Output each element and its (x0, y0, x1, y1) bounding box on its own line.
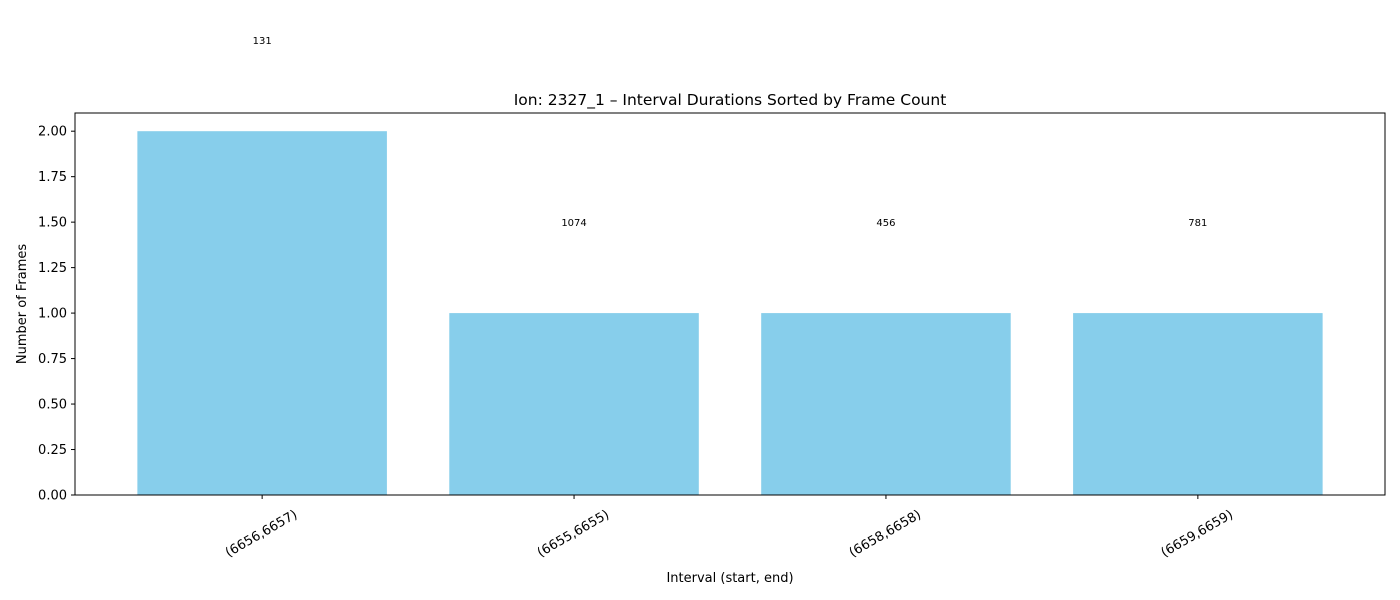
bar (449, 313, 699, 495)
bar-annotation: 1074 (561, 218, 586, 229)
bar-annotation: 131 (253, 36, 272, 47)
bar-annotation: 456 (876, 218, 895, 229)
bars-group (137, 131, 1323, 495)
bar-annotations-group: 131 1074 456 781 (253, 36, 1208, 229)
x-tick-label: (6658,6658) (847, 507, 924, 560)
y-tick-label: 0.50 (38, 398, 67, 413)
x-tick-label: (6655,6655) (535, 507, 612, 560)
bar (137, 131, 387, 495)
y-axis-label: Number of Frames (15, 244, 30, 365)
y-tick-label: 2.00 (38, 125, 67, 140)
x-axis-ticks: (6656,6657) (6655,6655) (6658,6658) (6659,6… (223, 495, 1236, 561)
bar (761, 313, 1011, 495)
x-tick-label: (6659,6659) (1159, 507, 1236, 560)
y-tick-label: 0.25 (38, 443, 67, 458)
bar-annotation: 781 (1188, 218, 1207, 229)
y-tick-label: 0.75 (38, 352, 67, 367)
x-tick-label: (6656,6657) (223, 507, 300, 560)
y-tick-label: 0.00 (38, 489, 67, 504)
plot-frame (74, 112, 1386, 496)
bar (1073, 313, 1323, 495)
y-axis-ticks: 0.00 0.25 0.50 0.75 1.00 1.25 1.50 1.75 2.00 (38, 125, 75, 504)
y-tick-label: 1.00 (38, 307, 67, 322)
y-tick-label: 1.75 (38, 170, 67, 185)
x-axis-label: Interval (start, end) (666, 571, 793, 586)
chart-title: Ion: 2327_1 – Interval Durations Sorted … (514, 91, 947, 110)
y-tick-label: 1.50 (38, 216, 67, 231)
y-tick-label: 1.25 (38, 261, 67, 276)
